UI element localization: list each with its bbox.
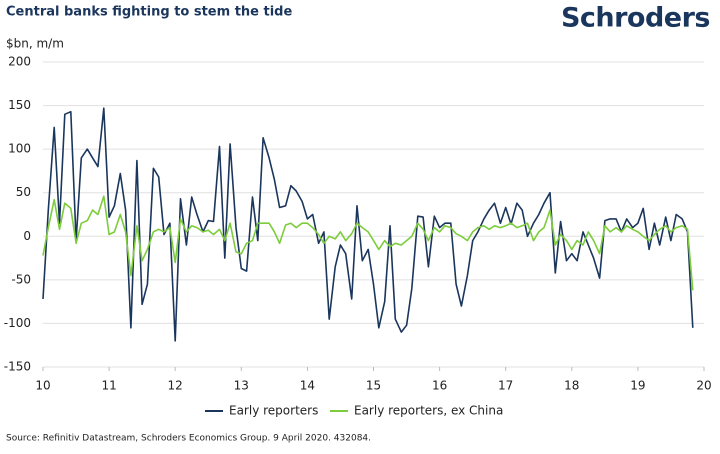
- x-tick-label: 12: [168, 379, 183, 393]
- brand-logo: Schroders: [561, 3, 710, 34]
- y-tick-label: 50: [16, 185, 31, 199]
- x-tick-label: 18: [564, 379, 579, 393]
- legend-label: Early reporters: [229, 404, 318, 418]
- x-tick-label: 13: [234, 379, 249, 393]
- data-line: [42, 107, 694, 342]
- x-tick-label: 19: [630, 379, 645, 393]
- x-tick-label: 15: [366, 379, 381, 393]
- y-tick-label: -50: [11, 272, 31, 286]
- x-tick-label: 20: [696, 379, 711, 393]
- y-tick-label: -100: [4, 316, 31, 330]
- x-tick-label: 10: [35, 379, 50, 393]
- y-tick-label: 100: [8, 142, 31, 156]
- data-line: [42, 195, 694, 291]
- x-tick-label: 16: [432, 379, 447, 393]
- x-tick-label: 17: [498, 379, 513, 393]
- legend-label: Early reporters, ex China: [354, 404, 503, 418]
- source-note: Source: Refinitiv Datastream, Schroders …: [6, 434, 371, 444]
- y-tick-label: 0: [23, 229, 31, 243]
- y-tick-label: 150: [8, 98, 31, 112]
- x-tick-label: 14: [300, 379, 315, 393]
- y-axis-label: $bn, m/m: [6, 37, 64, 51]
- y-tick-label: 200: [8, 55, 31, 69]
- y-tick-label: -150: [4, 360, 31, 374]
- chart-title: Central banks fighting to stem the tide: [6, 5, 292, 20]
- x-tick-label: 11: [101, 379, 116, 393]
